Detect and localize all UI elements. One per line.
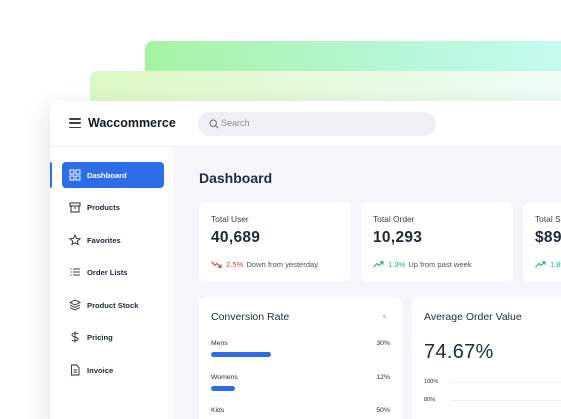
top-bar: Waccommerce Search <box>50 101 561 147</box>
stat-label: Total Sale <box>535 214 561 224</box>
sidebar-item-invoice[interactable]: Invoice <box>62 357 164 383</box>
sidebar: Dashboard Products Favorites <box>50 147 174 419</box>
trend-down-icon <box>211 261 222 268</box>
search-icon <box>209 119 219 129</box>
stat-trend: 2.5% Down from yesterday <box>211 260 318 269</box>
sidebar-item-label: Product Stock <box>87 300 139 310</box>
sidebar-item-products[interactable]: Products <box>62 194 164 220</box>
sidebar-item-label: Pricing <box>87 332 113 342</box>
conversion-value: 30% <box>376 340 390 347</box>
more-options-icon[interactable] <box>383 315 386 318</box>
stat-trend: 1.8% Up <box>535 260 561 269</box>
sidebar-item-label: Invoice <box>87 365 114 375</box>
conversion-row-mens: Mens 30% <box>211 340 390 364</box>
sidebar-item-label: Dashboard <box>87 170 127 180</box>
list-icon <box>70 268 80 276</box>
grid-line <box>450 400 561 401</box>
aov-value: 74.67% <box>424 341 494 363</box>
axis-tick-label: 100% <box>424 379 439 385</box>
conversion-value: 50% <box>376 407 390 414</box>
layers-icon <box>69 299 81 311</box>
sidebar-item-label: Products <box>87 202 120 212</box>
stat-value: 10,293 <box>373 229 423 246</box>
sidebar-item-order-lists[interactable]: Order Lists <box>62 259 164 285</box>
search-placeholder: Search <box>221 118 250 128</box>
stat-value: $89,0 <box>535 229 561 246</box>
panel-title: Average Order Value <box>424 311 522 323</box>
sidebar-item-pricing[interactable]: Pricing <box>62 324 164 350</box>
conversion-value: 12% <box>376 374 390 381</box>
trend-text: Down from yesterday <box>246 260 319 269</box>
main-content: Dashboard Total User 40,689 2.5% Down fr… <box>175 147 561 419</box>
axis-tick-label: 80% <box>424 397 436 403</box>
active-indicator <box>50 162 52 188</box>
star-icon <box>69 234 81 246</box>
sidebar-item-product-stock[interactable]: Product Stock <box>62 292 164 318</box>
search-input[interactable]: Search <box>198 112 436 136</box>
hamburger-menu-icon[interactable] <box>69 118 81 129</box>
conversion-bar <box>211 352 271 357</box>
page-title: Dashboard <box>199 170 273 186</box>
sidebar-item-favorites[interactable]: Favorites <box>62 227 164 253</box>
grid-icon <box>69 169 81 181</box>
stat-label: Total User <box>211 214 249 224</box>
conversion-row-womens: Womens 12% <box>211 374 390 398</box>
grid-line <box>450 382 561 383</box>
app-window: Waccommerce Search Dashboard <box>50 101 561 419</box>
stat-label: Total Order <box>373 214 415 224</box>
trend-percent: 1.3% <box>388 260 406 269</box>
conversion-row-kids: Kids 50% <box>211 407 390 419</box>
sidebar-item-label: Favorites <box>87 235 121 245</box>
stat-value: 40,689 <box>211 229 261 246</box>
average-order-value-panel: Average Order Value 74.67% 100% 80% <box>412 297 561 419</box>
conversion-track <box>211 386 411 391</box>
conversion-rate-panel: Conversion Rate Mens 30% Womens 12% Kids… <box>199 297 402 419</box>
stat-card-total-sale: Total Sale $89,0 1.8% Up <box>523 202 561 282</box>
document-icon <box>71 364 80 376</box>
sidebar-item-dashboard[interactable]: Dashboard <box>62 162 164 188</box>
conversion-track <box>211 352 411 357</box>
conversion-name: Kids <box>211 407 225 414</box>
sidebar-item-label: Order Lists <box>87 267 128 277</box>
panel-title: Conversion Rate <box>211 311 290 323</box>
stat-trend: 1.3% Up from past week <box>373 260 472 269</box>
box-icon <box>69 202 81 213</box>
trend-percent: 1.8% <box>550 260 561 269</box>
stat-card-total-user: Total User 40,689 2.5% Down from yesterd… <box>199 202 351 282</box>
conversion-bar <box>211 386 235 391</box>
trend-up-icon <box>535 261 546 268</box>
conversion-name: Mens <box>211 340 228 347</box>
stat-card-total-order: Total Order 10,293 1.3% Up from past wee… <box>361 202 513 282</box>
trend-percent: 2.5% <box>226 260 244 269</box>
conversion-name: Womens <box>211 374 238 381</box>
trend-up-icon <box>373 261 384 268</box>
brand-name: Waccommerce <box>88 116 176 130</box>
trend-text: Up from past week <box>408 260 472 269</box>
dollar-icon <box>71 331 79 343</box>
